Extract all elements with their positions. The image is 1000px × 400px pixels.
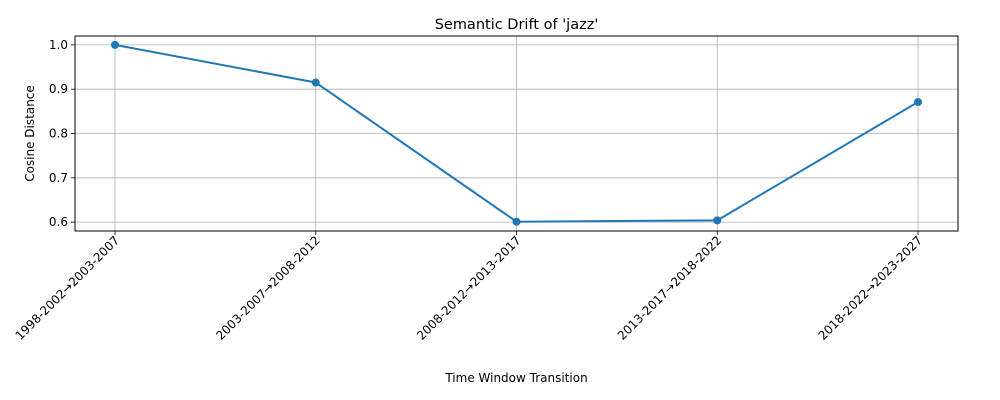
data-point	[713, 216, 722, 225]
x-tick-label: 2003-2007→2008-2012	[213, 233, 323, 343]
y-tick-label: 0.6	[49, 215, 68, 229]
data-point	[111, 40, 119, 49]
x-tick-label: 2008-2012→2013-2017	[414, 233, 524, 343]
y-tick-label: 0.8	[49, 127, 68, 141]
grid	[75, 36, 958, 231]
x-axis-ticks: 1998-2002→2003-2007 2003-2007→2008-2012 20…	[13, 231, 926, 343]
y-axis-label: Cosine Distance	[23, 85, 37, 182]
y-axis-ticks: 0.6 0.7 0.8 0.9 1.0	[49, 38, 75, 229]
x-tick-label: 1998-2002→2003-2007	[13, 233, 123, 343]
data-point	[311, 78, 320, 87]
data-point	[914, 98, 922, 107]
y-tick-label: 1.0	[49, 38, 68, 52]
series-layer	[111, 40, 922, 226]
y-tick-label: 0.9	[49, 82, 68, 96]
x-tick-label: 2013-2017→2018-2022	[615, 233, 725, 343]
x-tick-label: 2018-2022→2023-2027	[816, 233, 926, 343]
data-point	[512, 217, 521, 226]
chart-title: Semantic Drift of 'jazz'	[435, 17, 599, 33]
x-axis-label: Time Window Transition	[444, 371, 587, 385]
y-tick-label: 0.7	[49, 171, 68, 185]
